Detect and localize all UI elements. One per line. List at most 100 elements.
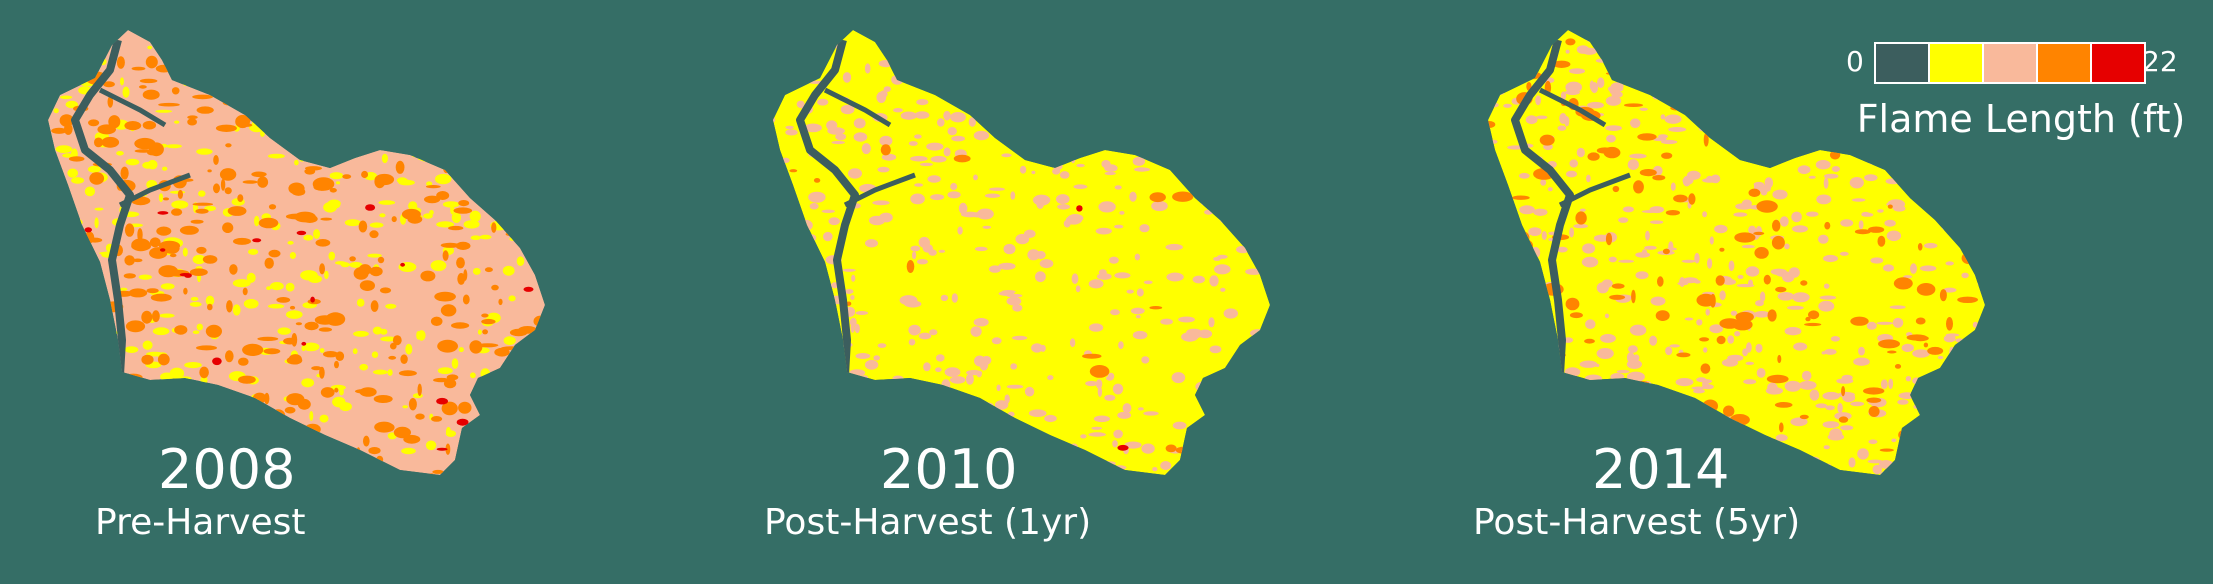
raster-patch bbox=[523, 418, 529, 422]
raster-patch bbox=[1662, 248, 1670, 255]
raster-patch bbox=[398, 370, 417, 377]
raster-patch bbox=[1031, 343, 1043, 353]
raster-patch bbox=[1829, 150, 1841, 160]
raster-patch bbox=[379, 213, 386, 218]
raster-patch bbox=[301, 429, 317, 442]
raster-patch bbox=[268, 96, 283, 105]
raster-patch bbox=[1756, 200, 1778, 213]
raster-patch bbox=[325, 447, 335, 457]
raster-patch bbox=[1924, 438, 1943, 443]
raster-patch bbox=[515, 51, 525, 58]
raster-patch bbox=[1753, 181, 1765, 187]
raster-patch bbox=[467, 70, 473, 82]
raster-patch bbox=[308, 42, 324, 46]
raster-patch bbox=[516, 256, 525, 267]
raster-patch bbox=[1977, 281, 1985, 287]
raster-patch bbox=[430, 42, 450, 49]
raster-patch bbox=[1104, 164, 1118, 172]
raster-patch bbox=[1155, 51, 1171, 58]
raster-patch bbox=[480, 368, 491, 380]
raster-patch bbox=[373, 395, 393, 403]
raster-patch bbox=[973, 130, 990, 141]
raster-patch bbox=[151, 39, 171, 47]
raster-patch bbox=[1776, 48, 1787, 58]
raster-patch bbox=[991, 101, 1010, 113]
raster-patch bbox=[167, 42, 182, 47]
raster-patch bbox=[1248, 52, 1260, 62]
raster-patch bbox=[284, 406, 296, 414]
raster-patch bbox=[492, 49, 505, 57]
raster-patch bbox=[187, 115, 198, 120]
raster-patch bbox=[314, 315, 336, 325]
raster-patch bbox=[823, 231, 833, 242]
map-panel-2008 bbox=[48, 30, 545, 475]
raster-patch bbox=[504, 205, 517, 217]
raster-patch bbox=[99, 58, 107, 66]
raster-patch bbox=[1868, 439, 1878, 445]
raster-patch bbox=[941, 379, 951, 391]
raster-patch bbox=[490, 175, 507, 187]
raster-patch bbox=[1753, 311, 1771, 318]
raster-patch bbox=[1946, 317, 1953, 331]
raster-patch bbox=[1215, 47, 1235, 53]
raster-patch bbox=[1662, 94, 1669, 98]
raster-patch bbox=[1488, 87, 1494, 94]
raster-patch bbox=[1093, 415, 1110, 423]
raster-patch bbox=[391, 216, 397, 223]
raster-patch bbox=[213, 155, 219, 165]
raster-patch bbox=[1533, 208, 1548, 216]
raster-patch bbox=[231, 430, 245, 437]
raster-patch bbox=[191, 399, 209, 411]
raster-patch bbox=[1240, 107, 1249, 114]
raster-patch bbox=[805, 450, 823, 457]
raster-patch bbox=[55, 60, 69, 70]
raster-patch bbox=[1718, 61, 1740, 74]
raster-patch bbox=[238, 375, 256, 384]
raster-patch bbox=[1149, 306, 1163, 310]
raster-patch bbox=[1756, 368, 1766, 378]
raster-patch bbox=[308, 275, 322, 283]
raster-patch bbox=[1920, 444, 1932, 450]
raster-patch bbox=[1247, 216, 1257, 220]
raster-patch bbox=[1118, 341, 1124, 349]
raster-patch bbox=[124, 469, 136, 475]
raster-patch bbox=[1926, 445, 1945, 450]
raster-patch bbox=[157, 211, 169, 215]
raster-patch bbox=[155, 64, 172, 73]
raster-patch bbox=[1631, 381, 1650, 386]
raster-patch bbox=[1488, 371, 1499, 386]
raster-patch bbox=[388, 88, 397, 97]
raster-patch bbox=[950, 57, 960, 61]
raster-patch bbox=[1666, 406, 1674, 415]
raster-patch bbox=[88, 119, 100, 127]
raster-patch bbox=[1488, 121, 1496, 128]
raster-patch bbox=[1105, 132, 1112, 140]
raster-patch bbox=[785, 129, 798, 136]
raster-patch bbox=[267, 35, 277, 43]
raster-patch bbox=[196, 106, 214, 114]
raster-patch bbox=[1905, 376, 1912, 382]
raster-patch bbox=[957, 398, 972, 404]
raster-patch bbox=[436, 221, 455, 228]
raster-patch bbox=[1779, 216, 1789, 227]
raster-patch bbox=[1971, 385, 1985, 396]
raster-patch bbox=[289, 122, 298, 133]
raster-patch bbox=[264, 257, 274, 269]
raster-patch bbox=[798, 219, 813, 231]
raster-patch bbox=[301, 378, 315, 388]
raster-patch bbox=[471, 145, 487, 156]
raster-patch bbox=[950, 112, 966, 123]
raster-patch bbox=[435, 173, 452, 185]
raster-patch bbox=[1498, 74, 1506, 84]
raster-patch bbox=[1259, 212, 1270, 217]
raster-patch bbox=[1949, 346, 1955, 358]
raster-patch bbox=[1201, 200, 1216, 207]
map-legend: 0 22 Flame Length (ft) bbox=[1836, 38, 2206, 148]
raster-patch bbox=[469, 210, 481, 222]
raster-patch bbox=[425, 89, 435, 96]
raster-patch bbox=[1012, 335, 1028, 341]
raster-patch bbox=[479, 59, 498, 69]
raster-patch bbox=[1763, 63, 1769, 71]
raster-patch bbox=[177, 189, 183, 199]
raster-patch bbox=[1071, 30, 1087, 39]
